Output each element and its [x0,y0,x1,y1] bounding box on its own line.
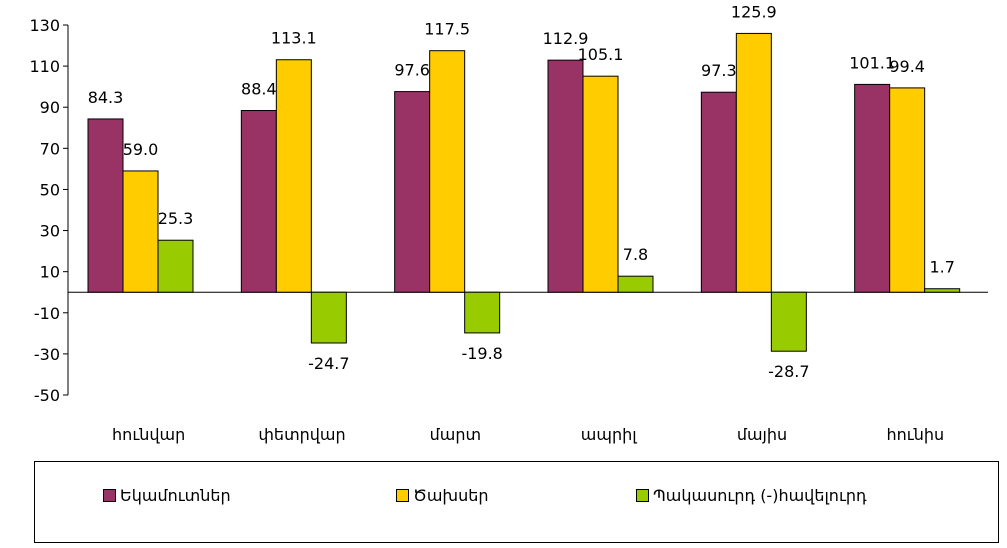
category-label: հունիս [887,425,945,444]
bar-expenses [583,76,618,292]
y-tick-label: 130 [29,16,60,35]
legend-item-balance: Պակասուրդ (-)հավելուրդ [636,486,867,505]
data-label-income: 84.3 [88,88,124,107]
bar-income [855,84,890,292]
bar-balance [771,292,806,351]
bar-income [395,92,430,293]
bar-balance [925,289,960,292]
data-label-income: 97.3 [701,61,737,80]
y-tick-label: 50 [40,180,60,199]
data-label-expenses: 117.5 [424,20,470,39]
y-tick-label: 70 [40,139,60,158]
data-label-expenses: 125.9 [731,2,777,21]
data-label-income: 97.6 [394,61,430,80]
data-label-balance: 25.3 [158,209,194,228]
bar-balance [311,292,346,343]
bar-income [548,60,583,292]
legend-item-income: Եկամուտներ [103,486,231,505]
bar-expenses [123,171,158,292]
legend-swatch-income [103,489,116,502]
bar-expenses [430,51,465,293]
y-tick-label: 10 [40,263,60,282]
data-label-balance: -28.7 [768,362,809,381]
legend-label-balance: Պակասուրդ (-)հավելուրդ [653,486,867,505]
bar-income [701,92,736,292]
bar-balance [618,276,653,292]
bar-income [241,111,276,293]
legend-label-expenses: Ծախսեր [413,486,489,505]
category-label: մայիս [737,425,787,444]
y-tick-label: 30 [40,222,60,241]
data-label-expenses: 99.4 [889,57,925,76]
data-label-balance: -24.7 [308,354,349,373]
category-label: հունվար [112,425,185,444]
category-label: փետրվար [258,425,345,444]
legend-item-expenses: Ծախսեր [396,486,489,505]
legend-swatch-expenses [396,489,409,502]
y-tick-label: 90 [40,98,60,117]
category-label: մարտ [430,425,481,444]
bar-balance [158,240,193,292]
category-label: ապրիլ [581,425,637,444]
legend-swatch-balance [636,489,649,502]
bar-balance [465,292,500,333]
data-label-income: 88.4 [241,80,277,99]
bar-income [88,119,123,292]
bar-expenses [736,33,771,292]
legend-label-income: Եկամուտներ [120,486,231,505]
y-tick-label: -50 [34,386,60,405]
data-label-expenses: 59.0 [123,140,159,159]
data-label-balance: 1.7 [929,258,954,277]
y-tick-label: -10 [34,304,60,323]
data-label-expenses: 113.1 [271,29,317,48]
data-label-income: 101.1 [849,53,895,72]
bar-expenses [276,60,311,292]
y-tick-label: 110 [29,57,60,76]
bar-expenses [890,88,925,292]
y-tick-label: -30 [34,345,60,364]
data-label-balance: 7.8 [623,245,648,264]
data-label-expenses: 105.1 [578,45,624,64]
legend: Եկամուտներ Ծախսեր Պակասուրդ (-)հավելուրդ [34,461,999,543]
data-label-balance: -19.8 [461,344,502,363]
